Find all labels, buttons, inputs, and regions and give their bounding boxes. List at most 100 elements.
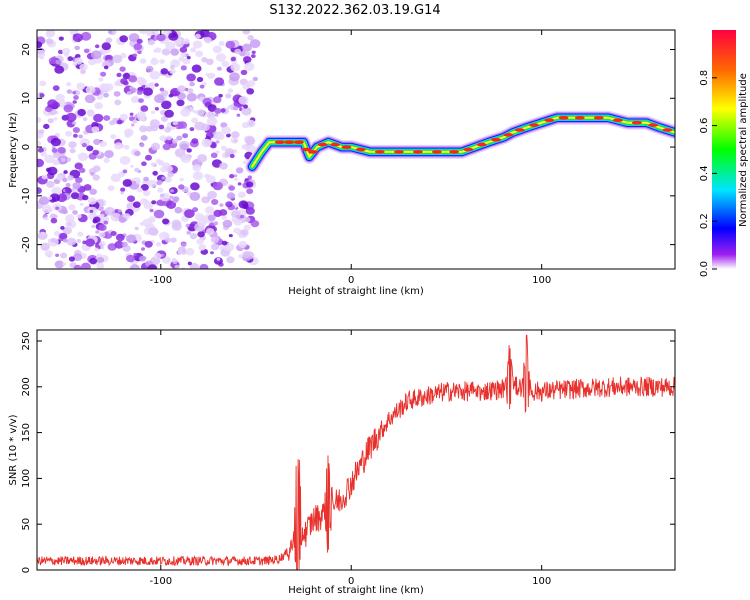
- noise-dot: [139, 143, 145, 148]
- noise-dot: [222, 219, 233, 228]
- noise-dot: [136, 90, 143, 95]
- noise-dot: [179, 46, 188, 53]
- noise-dot: [221, 60, 230, 68]
- noise-dot: [220, 108, 226, 113]
- noise-dot: [44, 216, 49, 221]
- noise-dot: [76, 214, 82, 219]
- noise-dot: [140, 184, 149, 191]
- noise-dot: [65, 112, 77, 122]
- noise-dot: [189, 262, 199, 269]
- noise-dot: [156, 200, 163, 206]
- colorbar-tick-label: 0.0: [699, 261, 710, 277]
- noise-dot: [166, 200, 177, 209]
- noise-dot: [189, 191, 201, 201]
- noise-dot: [94, 44, 100, 49]
- noise-dot: [207, 214, 216, 222]
- noise-dot: [172, 120, 178, 126]
- noise-dot: [103, 115, 111, 121]
- noise-dot: [142, 218, 153, 228]
- noise-dot: [82, 194, 89, 201]
- noise-dot: [192, 40, 203, 49]
- noise-dot: [174, 264, 180, 269]
- noise-dot: [151, 142, 161, 151]
- noise-dot: [160, 89, 169, 97]
- noise-dot: [135, 180, 141, 185]
- noise-dot: [103, 92, 109, 98]
- noise-dot: [214, 77, 225, 86]
- noise-dot: [207, 190, 218, 200]
- noise-dot: [237, 191, 246, 198]
- noise-dot: [69, 148, 76, 154]
- noise-dot: [187, 88, 194, 94]
- noise-dot: [211, 199, 219, 205]
- noise-dot: [125, 234, 137, 243]
- noise-dot: [104, 65, 109, 70]
- noise-dot: [250, 54, 256, 59]
- noise-dot: [39, 80, 47, 87]
- noise-dot: [233, 106, 239, 111]
- noise-dot: [192, 171, 204, 181]
- noise-dot: [163, 128, 168, 132]
- noise-dot: [72, 121, 77, 125]
- noise-dot: [63, 170, 68, 174]
- noise-dot: [227, 88, 234, 93]
- noise-dot: [227, 105, 232, 110]
- noise-dot: [79, 167, 86, 173]
- noise-dot: [114, 81, 121, 87]
- noise-dot: [139, 58, 147, 64]
- track-peak: [412, 150, 423, 154]
- noise-dot: [182, 38, 190, 45]
- noise-dot: [162, 218, 170, 225]
- noise-dot: [156, 33, 166, 42]
- noise-dot: [178, 56, 185, 62]
- noise-dot: [49, 193, 60, 202]
- noise-dot: [72, 210, 78, 215]
- noise-dot: [244, 51, 251, 57]
- noise-dot: [119, 113, 128, 121]
- noise-dot: [238, 240, 247, 249]
- noise-dot: [238, 96, 249, 105]
- noise-dot: [133, 252, 137, 256]
- noise-dot: [82, 117, 88, 122]
- noise-dot: [158, 124, 165, 130]
- noise-dot: [176, 99, 185, 107]
- noise-dot: [179, 177, 184, 182]
- noise-dot: [72, 127, 80, 133]
- noise-dot: [37, 147, 44, 153]
- noise-dot: [242, 43, 252, 52]
- noise-dot: [56, 193, 67, 203]
- noise-dot: [116, 119, 123, 125]
- colorbar-tick-label: 0.6: [699, 118, 710, 134]
- noise-dot: [154, 83, 159, 87]
- noise-dot: [110, 134, 117, 140]
- noise-dot: [210, 143, 217, 149]
- noise-dot: [143, 201, 154, 210]
- noise-dot: [245, 207, 255, 215]
- noise-dot: [149, 70, 161, 80]
- noise-dot: [247, 35, 254, 41]
- noise-dot: [117, 209, 122, 213]
- noise-dot: [150, 58, 159, 66]
- noise-dot: [213, 257, 223, 265]
- noise-dot: [230, 137, 239, 144]
- noise-dot: [233, 227, 241, 234]
- noise-dot: [89, 209, 94, 213]
- noise-dot: [228, 185, 235, 191]
- noise-dot: [159, 192, 170, 202]
- x-tick-label: -100: [149, 576, 172, 587]
- noise-dot: [191, 117, 199, 124]
- noise-dots: [37, 30, 261, 269]
- noise-dot: [210, 236, 220, 244]
- noise-dot: [119, 35, 128, 43]
- noise-dot: [159, 59, 166, 64]
- noise-dot: [126, 254, 136, 263]
- noise-dot: [162, 143, 171, 151]
- track-peak: [631, 120, 642, 125]
- noise-dot: [37, 49, 46, 58]
- noise-dot: [236, 113, 241, 117]
- noise-dot: [128, 75, 138, 83]
- noise-dot: [229, 72, 240, 82]
- noise-dot: [182, 133, 189, 139]
